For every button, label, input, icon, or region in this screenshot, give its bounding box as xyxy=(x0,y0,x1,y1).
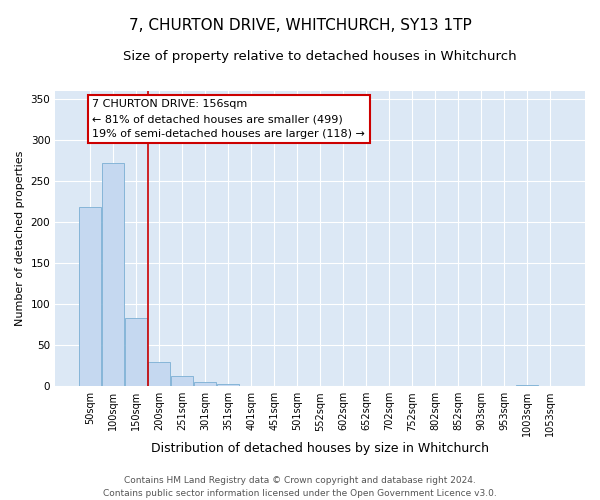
Bar xyxy=(102,163,124,386)
Bar xyxy=(79,207,101,386)
Text: 7 CHURTON DRIVE: 156sqm
← 81% of detached houses are smaller (499)
19% of semi-d: 7 CHURTON DRIVE: 156sqm ← 81% of detache… xyxy=(92,100,365,139)
Bar xyxy=(516,384,538,386)
Y-axis label: Number of detached properties: Number of detached properties xyxy=(15,150,25,326)
X-axis label: Distribution of detached houses by size in Whitchurch: Distribution of detached houses by size … xyxy=(151,442,489,455)
Bar xyxy=(194,382,216,386)
Text: Contains HM Land Registry data © Crown copyright and database right 2024.
Contai: Contains HM Land Registry data © Crown c… xyxy=(103,476,497,498)
Title: Size of property relative to detached houses in Whitchurch: Size of property relative to detached ho… xyxy=(123,50,517,63)
Bar xyxy=(148,362,170,386)
Bar xyxy=(217,384,239,386)
Bar xyxy=(125,318,147,386)
Text: 7, CHURTON DRIVE, WHITCHURCH, SY13 1TP: 7, CHURTON DRIVE, WHITCHURCH, SY13 1TP xyxy=(128,18,472,32)
Bar xyxy=(171,376,193,386)
